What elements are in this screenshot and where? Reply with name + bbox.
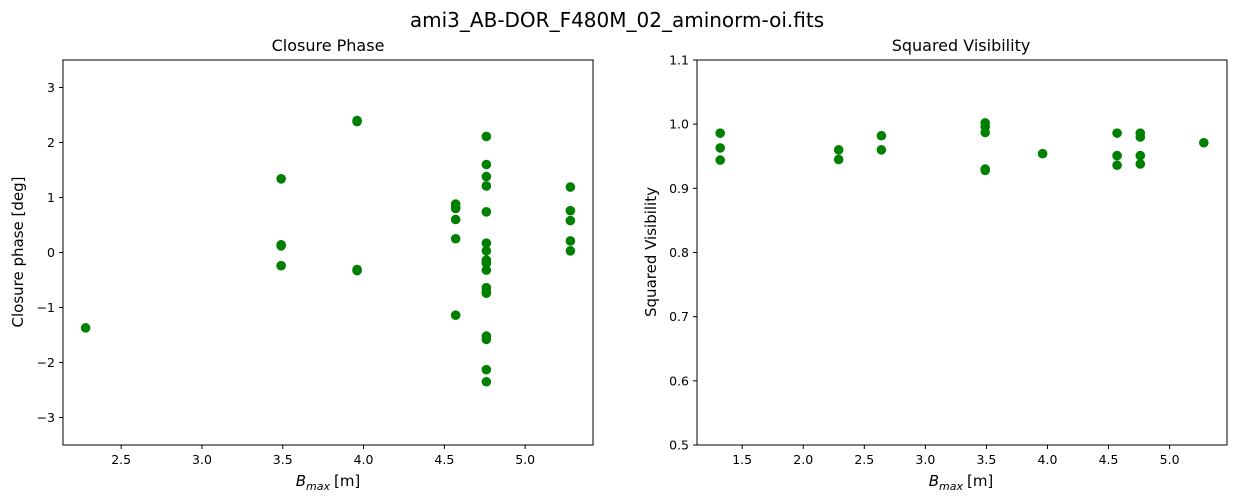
closure-phase-xtick-label: 5.0 <box>515 452 535 467</box>
squared-visibility-xtick-label: 3.5 <box>976 452 996 467</box>
squared-visibility-point <box>833 154 844 165</box>
closure-phase-point <box>450 203 461 214</box>
closure-phase-point <box>481 376 492 387</box>
closure-phase-ytick-label: 2 <box>47 135 55 150</box>
squared-visibility-xlabel-unit: [m] <box>967 472 993 490</box>
squared-visibility-axes-frame <box>696 59 1228 446</box>
squared-visibility-point <box>1135 159 1146 169</box>
squared-visibility-point <box>715 143 726 153</box>
closure-phase-point <box>481 258 492 268</box>
closure-phase-point <box>352 265 362 276</box>
closure-phase-xlabel-unit: [m] <box>334 472 360 490</box>
squared-visibility-ytick-label: 0.9 <box>669 181 689 196</box>
squared-visibility-point <box>1112 150 1122 161</box>
squared-visibility-point <box>1112 160 1122 171</box>
closure-phase-xtick-label: 3.5 <box>273 452 293 467</box>
squared-visibility-title: Squared Visibility <box>892 36 1031 55</box>
squared-visibility-point <box>715 155 726 165</box>
closure-phase-ytick-label: −3 <box>37 410 55 425</box>
closure-phase-ytick-label: −2 <box>37 355 55 370</box>
closure-phase-point <box>565 205 576 216</box>
squared-visibility-ytick-label: 1.1 <box>669 53 689 68</box>
closure-phase-ytick-label: 0 <box>47 245 55 260</box>
squared-visibility-ticks: 1.5 2.0 2.5 3.0 3.5 4.0 4.5 5.0 0.5 0.6 0.7 0.8 0.9 1… <box>669 53 1179 468</box>
closure-phase-xlabel-sub: max <box>306 480 330 493</box>
closure-phase-ytick-label: −1 <box>37 300 55 315</box>
squared-visibility-xtick-label: 1.5 <box>732 452 752 467</box>
closure-phase-point <box>450 310 461 321</box>
closure-phase-point <box>450 214 461 225</box>
squared-visibility-xlabel-main: B <box>929 472 939 490</box>
closure-phase-point <box>481 265 492 275</box>
closure-phase-point <box>481 364 492 375</box>
squared-visibility-xtick-label: 2.5 <box>854 452 874 467</box>
squared-visibility-point <box>1037 148 1048 159</box>
closure-phase-point <box>481 181 492 191</box>
squared-visibility-points <box>715 118 1209 176</box>
closure-phase-point <box>565 246 576 256</box>
closure-phase-point <box>481 159 492 170</box>
closure-phase-point <box>352 116 362 127</box>
closure-phase-point <box>481 334 492 345</box>
squared-visibility-ylabel: Squared Visibility <box>642 187 660 317</box>
squared-visibility-point <box>876 145 887 155</box>
closure-phase-point <box>481 238 492 248</box>
squared-visibility-point <box>1135 132 1146 142</box>
closure-phase-point <box>565 182 576 192</box>
closure-phase-point <box>481 288 492 299</box>
closure-phase-xlabel: Bmax [m] <box>296 472 361 493</box>
closure-phase-axes-frame <box>62 59 594 446</box>
figure-suptitle: ami3_AB-DOR_F480M_02_aminorm-oi.fits <box>410 8 824 32</box>
squared-visibility-xtick-label: 4.0 <box>1038 452 1058 467</box>
squared-visibility-xtick-label: 2.0 <box>793 452 813 467</box>
squared-visibility-point <box>1112 128 1122 138</box>
closure-phase-ticks: 2.5 3.0 3.5 4.0 4.5 5.0 −3 −2 −1 0 1 2 3 <box>37 80 536 467</box>
squared-visibility-point <box>715 128 726 138</box>
closure-phase-plot: Closure Phase 2.5 3.0 3.5 4.0 4.5 5.0 −3 −2 −1 0 1… <box>9 36 594 493</box>
squared-visibility-xtick-label: 4.5 <box>1099 452 1119 467</box>
closure-phase-point <box>276 174 286 184</box>
closure-phase-point <box>276 260 286 271</box>
closure-phase-ylabel: Closure phase [deg] <box>9 177 27 328</box>
squared-visibility-point <box>1198 137 1209 148</box>
closure-phase-point <box>276 241 286 251</box>
closure-phase-title: Closure Phase <box>272 36 385 55</box>
squared-visibility-xtick-label: 5.0 <box>1160 452 1180 467</box>
closure-phase-point <box>565 236 576 246</box>
squared-visibility-xtick-label: 3.0 <box>915 452 935 467</box>
squared-visibility-ytick-label: 0.7 <box>669 309 689 324</box>
closure-phase-point <box>450 233 461 244</box>
squared-visibility-point <box>980 165 991 176</box>
squared-visibility-point <box>980 127 991 138</box>
closure-phase-xlabel-main: B <box>296 472 306 490</box>
squared-visibility-ytick-label: 0.5 <box>669 438 689 453</box>
closure-phase-xtick-label: 3.0 <box>192 452 212 467</box>
closure-phase-xtick-label: 4.5 <box>434 452 454 467</box>
squared-visibility-xlabel-sub: max <box>939 480 963 493</box>
closure-phase-point <box>481 246 492 256</box>
closure-phase-point <box>481 207 492 217</box>
closure-phase-ytick-label: 3 <box>47 80 55 95</box>
squared-visibility-ytick-label: 1.0 <box>669 117 689 132</box>
closure-phase-point <box>481 171 492 182</box>
closure-phase-point <box>565 215 576 226</box>
squared-visibility-plot: Squared Visibility 1.5 2.0 2.5 3.0 3.5 4.0 4.5… <box>642 36 1228 493</box>
closure-phase-points <box>80 115 576 387</box>
closure-phase-ytick-label: 1 <box>47 190 55 205</box>
squared-visibility-ytick-label: 0.6 <box>669 373 689 388</box>
squared-visibility-ytick-label: 0.8 <box>669 245 689 260</box>
closure-phase-xtick-label: 4.0 <box>354 452 374 467</box>
closure-phase-point <box>80 323 91 333</box>
squared-visibility-point <box>833 145 844 155</box>
squared-visibility-xlabel: Bmax [m] <box>929 472 994 493</box>
squared-visibility-point <box>876 130 887 141</box>
closure-phase-xtick-label: 2.5 <box>111 452 131 467</box>
closure-phase-point <box>481 131 492 142</box>
squared-visibility-point <box>1135 150 1146 161</box>
